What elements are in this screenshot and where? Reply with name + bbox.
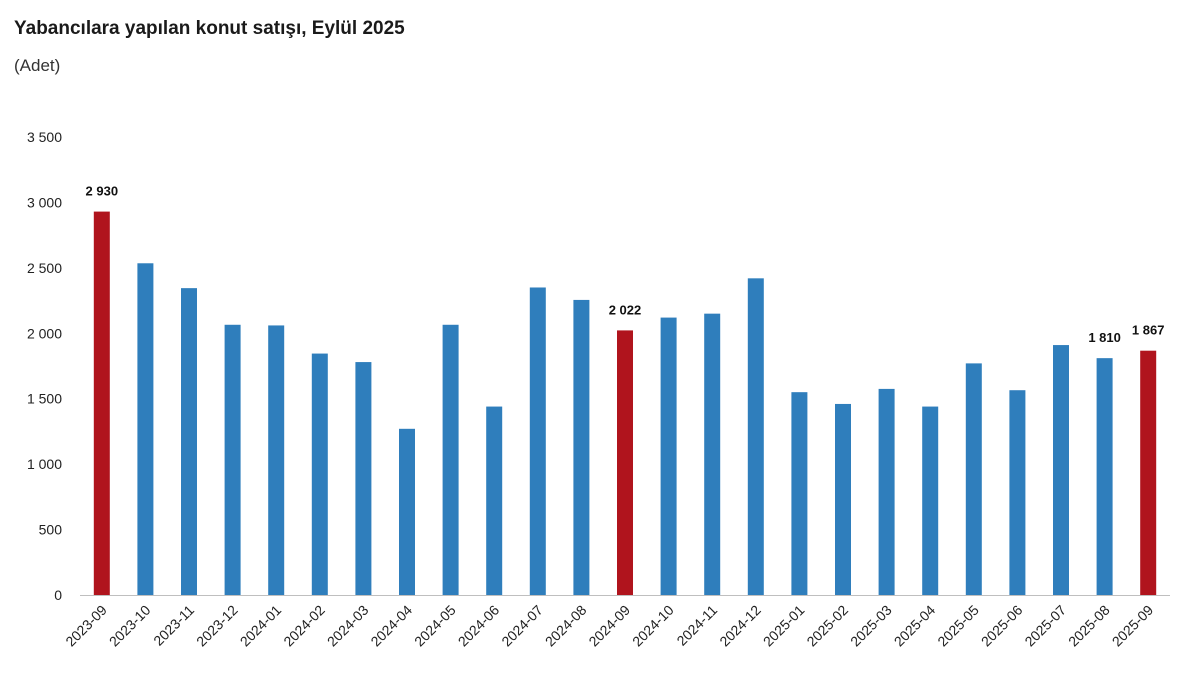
x-axis-tick-labels: 2023-092023-102023-112023-122024-012024-…: [62, 602, 1156, 650]
bar-2024-05: [442, 324, 459, 595]
bar-2023-12: [224, 324, 241, 595]
bar-2025-02: [835, 403, 851, 595]
x-tick-label-2024-11: 2024-11: [673, 602, 720, 649]
bar-2024-01: [268, 325, 285, 595]
x-tick-label-2024-07: 2024-07: [498, 602, 546, 650]
bar-2025-05: [965, 363, 982, 595]
y-axis-tick-labels: 0 500 1 000 1 500 2 000 2 500 3 000 3 500: [27, 129, 62, 603]
x-tick-label-2023-11: 2023-11: [150, 602, 197, 649]
x-tick-label-2024-02: 2024-02: [280, 602, 328, 650]
x-tick-label-2025-03: 2025-03: [847, 602, 895, 650]
bar-2024-11: [704, 313, 721, 595]
bar-2024-04: [399, 428, 415, 595]
x-tick-label-2025-04: 2025-04: [891, 602, 939, 650]
x-tick-label-2023-10: 2023-10: [106, 602, 154, 650]
y-tick-label-1000: 1 000: [27, 456, 62, 472]
bar-2025-08: [1096, 358, 1113, 595]
x-tick-label-2025-06: 2025-06: [978, 602, 1026, 650]
data-label-2023-09: 2 930: [86, 184, 119, 199]
data-label-2024-09: 2 022: [609, 302, 642, 317]
x-tick-label-2024-10: 2024-10: [629, 602, 677, 650]
bar-2023-09: [93, 211, 110, 596]
x-tick-label-2025-09: 2025-09: [1109, 602, 1157, 650]
x-tick-label-2024-04: 2024-04: [367, 602, 415, 650]
chart-title: Yabancılara yapılan konut satışı, Eylül …: [14, 18, 405, 39]
x-tick-label-2025-02: 2025-02: [803, 602, 851, 650]
y-tick-label-3500: 3 500: [27, 129, 62, 145]
y-tick-label-1500: 1 500: [27, 391, 62, 407]
bar-2024-06: [486, 406, 503, 595]
bar-2025-01: [791, 392, 808, 595]
x-tick-label-2025-07: 2025-07: [1021, 602, 1069, 650]
y-tick-label-3000: 3 000: [27, 194, 62, 210]
x-tick-label-2023-09: 2023-09: [62, 602, 110, 650]
y-tick-label-0: 0: [54, 587, 62, 603]
bar-2024-09: [617, 330, 633, 595]
x-tick-label-2024-03: 2024-03: [324, 602, 372, 650]
x-tick-label-2024-09: 2024-09: [585, 602, 633, 650]
x-tick-label-2024-12: 2024-12: [716, 602, 764, 650]
chart-unit-subtitle: (Adet): [14, 56, 61, 75]
bar-2025-09: [1140, 350, 1157, 595]
x-tick-label-2025-05: 2025-05: [934, 602, 982, 650]
x-tick-label-2024-01: 2024-01: [237, 602, 285, 650]
bar-2024-08: [573, 299, 590, 595]
bar-2024-02: [311, 353, 328, 595]
bar-series: [93, 211, 1157, 596]
x-tick-label-2023-12: 2023-12: [193, 602, 241, 650]
data-label-2025-09: 1 867: [1132, 323, 1165, 338]
x-tick-label-2024-08: 2024-08: [542, 602, 590, 650]
bar-2025-06: [1009, 390, 1026, 595]
x-tick-label-2025-01: 2025-01: [760, 602, 808, 650]
bar-2024-10: [660, 317, 677, 595]
bar-2025-04: [922, 406, 939, 595]
y-tick-label-2500: 2 500: [27, 260, 62, 276]
bar-2024-12: [747, 278, 764, 595]
bar-2024-07: [529, 287, 546, 595]
bar-2024-03: [355, 362, 372, 595]
y-tick-label-500: 500: [39, 522, 63, 538]
data-labels: 2 930 2 022 1 810 1 867: [86, 184, 1165, 346]
data-label-2025-08: 1 810: [1088, 330, 1121, 345]
bar-2025-03: [878, 388, 895, 595]
x-tick-label-2024-06: 2024-06: [455, 602, 503, 650]
x-tick-label-2024-05: 2024-05: [411, 602, 459, 650]
bar-2025-07: [1053, 345, 1069, 595]
bar-2023-11: [181, 288, 197, 595]
bar-2023-10: [137, 263, 154, 595]
y-tick-label-2000: 2 000: [27, 325, 62, 341]
x-tick-label-2025-08: 2025-08: [1065, 602, 1113, 650]
